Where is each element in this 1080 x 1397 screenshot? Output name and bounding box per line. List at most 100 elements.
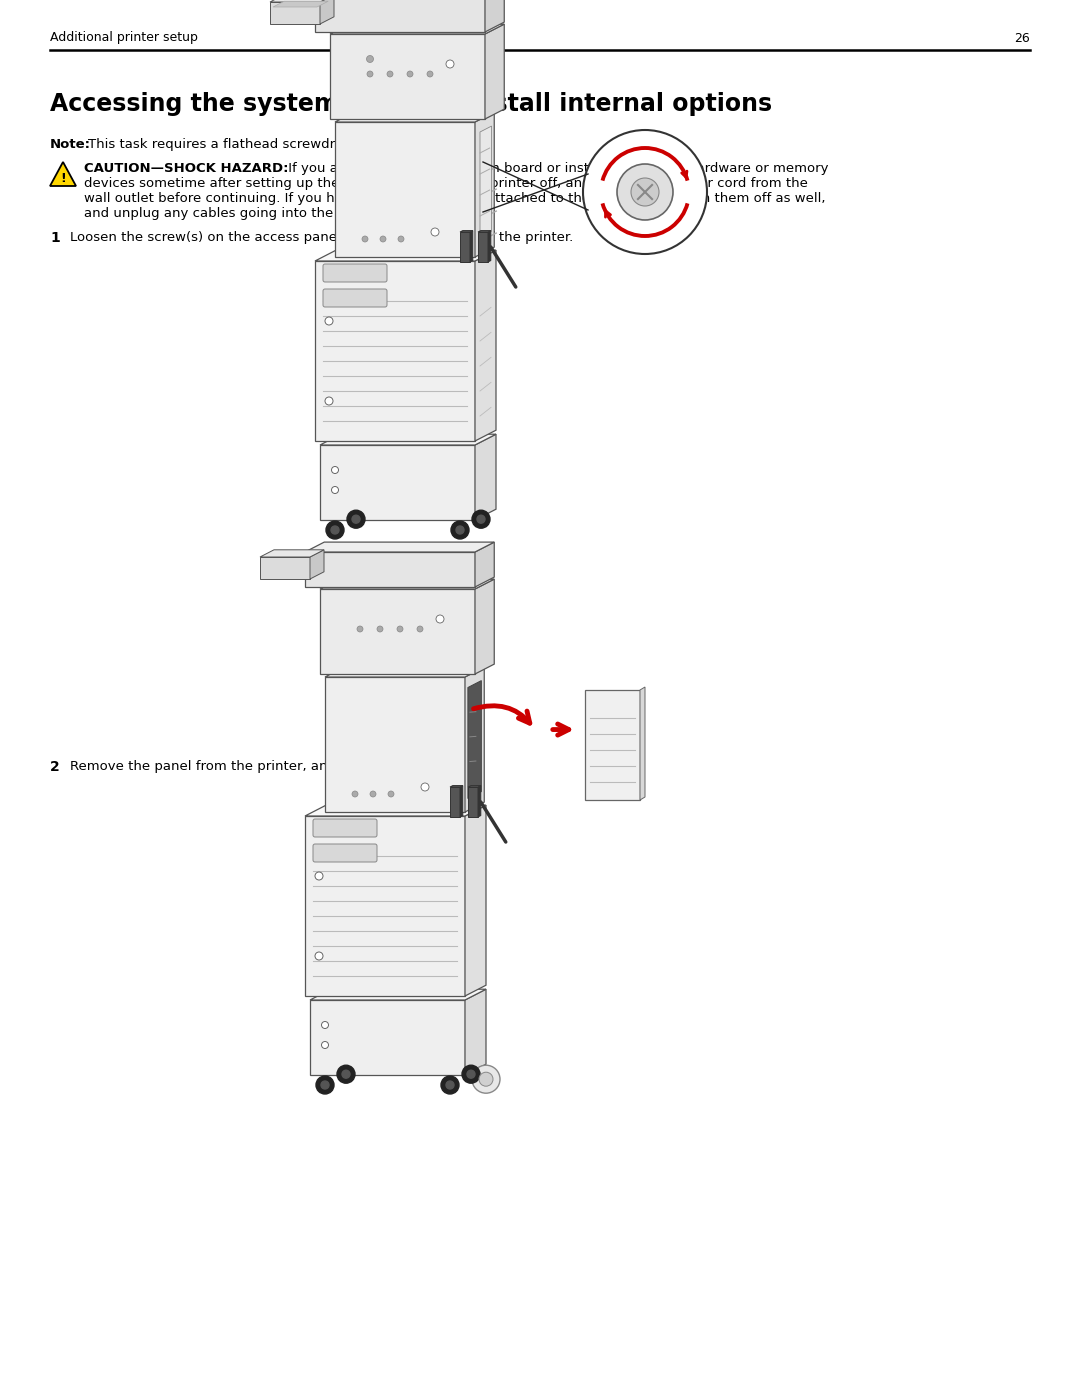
Polygon shape — [315, 250, 496, 261]
Text: Remove the panel from the printer, and set it aside.: Remove the panel from the printer, and s… — [70, 760, 418, 773]
Circle shape — [417, 626, 423, 631]
Polygon shape — [315, 0, 485, 32]
Polygon shape — [475, 580, 495, 673]
Text: wall outlet before continuing. If you have any other devices attached to the pri: wall outlet before continuing. If you ha… — [84, 191, 825, 205]
Circle shape — [357, 626, 363, 631]
Text: CAUTION—SHOCK HAZARD:: CAUTION—SHOCK HAZARD: — [84, 162, 288, 175]
Circle shape — [367, 71, 373, 77]
Polygon shape — [330, 24, 504, 34]
Polygon shape — [330, 34, 485, 119]
Text: 26: 26 — [1014, 32, 1030, 45]
Polygon shape — [320, 446, 475, 520]
Polygon shape — [478, 785, 481, 817]
Circle shape — [472, 1065, 500, 1094]
Polygon shape — [465, 805, 486, 996]
Polygon shape — [485, 24, 504, 119]
Circle shape — [431, 228, 438, 236]
Circle shape — [427, 71, 433, 77]
Circle shape — [322, 1042, 328, 1049]
Text: !: ! — [60, 172, 66, 184]
Polygon shape — [320, 590, 475, 673]
Circle shape — [377, 626, 383, 631]
Polygon shape — [325, 678, 465, 812]
Polygon shape — [470, 231, 473, 263]
Polygon shape — [468, 680, 482, 799]
Polygon shape — [465, 989, 486, 1076]
Circle shape — [362, 236, 368, 242]
Circle shape — [325, 397, 333, 405]
Circle shape — [446, 60, 454, 68]
Text: 1: 1 — [50, 231, 59, 244]
Circle shape — [441, 1076, 459, 1094]
Text: Note:: Note: — [50, 138, 91, 151]
Circle shape — [316, 1076, 334, 1094]
Text: Loosen the screw(s) on the access panel located on the back of the printer.: Loosen the screw(s) on the access panel … — [70, 231, 573, 244]
Polygon shape — [450, 785, 463, 787]
Circle shape — [347, 510, 365, 528]
Circle shape — [462, 1065, 480, 1083]
Circle shape — [352, 791, 357, 798]
Circle shape — [397, 626, 403, 631]
Polygon shape — [480, 126, 491, 237]
Polygon shape — [320, 434, 496, 446]
Polygon shape — [273, 1, 328, 7]
Polygon shape — [450, 787, 460, 817]
Polygon shape — [475, 250, 496, 441]
Text: devices sometime after setting up the printer, then turn the printer off, and un: devices sometime after setting up the pr… — [84, 177, 808, 190]
Circle shape — [326, 521, 345, 539]
Text: This task requires a flathead screwdriver.: This task requires a flathead screwdrive… — [87, 138, 363, 151]
Polygon shape — [475, 112, 495, 257]
Polygon shape — [270, 0, 334, 1]
Polygon shape — [50, 162, 76, 186]
Circle shape — [583, 130, 707, 254]
Circle shape — [332, 486, 338, 493]
Polygon shape — [460, 785, 463, 817]
Circle shape — [387, 71, 393, 77]
FancyBboxPatch shape — [323, 289, 387, 307]
Circle shape — [380, 236, 386, 242]
Polygon shape — [478, 232, 488, 263]
Circle shape — [366, 56, 374, 63]
Polygon shape — [310, 1000, 465, 1076]
Polygon shape — [320, 0, 334, 24]
Text: and unplug any cables going into the printer.: and unplug any cables going into the pri… — [84, 207, 386, 219]
Circle shape — [337, 1065, 355, 1083]
Polygon shape — [315, 261, 475, 441]
Polygon shape — [305, 552, 475, 587]
Circle shape — [467, 1070, 475, 1078]
Circle shape — [330, 527, 339, 534]
Polygon shape — [640, 687, 645, 800]
Circle shape — [472, 510, 490, 528]
Circle shape — [332, 467, 338, 474]
Circle shape — [446, 1081, 454, 1090]
Polygon shape — [270, 1, 320, 24]
Circle shape — [321, 1081, 329, 1090]
Circle shape — [325, 317, 333, 326]
Circle shape — [436, 615, 444, 623]
Polygon shape — [335, 122, 475, 257]
Circle shape — [399, 236, 404, 242]
Text: Accessing the system board to install internal options: Accessing the system board to install in… — [50, 92, 772, 116]
Polygon shape — [305, 805, 486, 816]
Circle shape — [421, 782, 429, 791]
Circle shape — [617, 163, 673, 219]
Text: Additional printer setup: Additional printer setup — [50, 32, 198, 45]
Polygon shape — [310, 550, 324, 578]
Polygon shape — [478, 231, 490, 232]
Text: 2: 2 — [50, 760, 59, 774]
Circle shape — [352, 515, 360, 524]
Polygon shape — [335, 112, 495, 122]
Polygon shape — [260, 550, 324, 557]
FancyBboxPatch shape — [313, 819, 377, 837]
Polygon shape — [475, 434, 496, 520]
Circle shape — [477, 515, 485, 524]
Circle shape — [342, 1070, 350, 1078]
Polygon shape — [320, 580, 495, 590]
Circle shape — [388, 791, 394, 798]
Polygon shape — [488, 231, 490, 263]
Circle shape — [407, 71, 413, 77]
Circle shape — [315, 872, 323, 880]
Circle shape — [456, 527, 464, 534]
Polygon shape — [305, 542, 495, 552]
Polygon shape — [475, 542, 495, 587]
